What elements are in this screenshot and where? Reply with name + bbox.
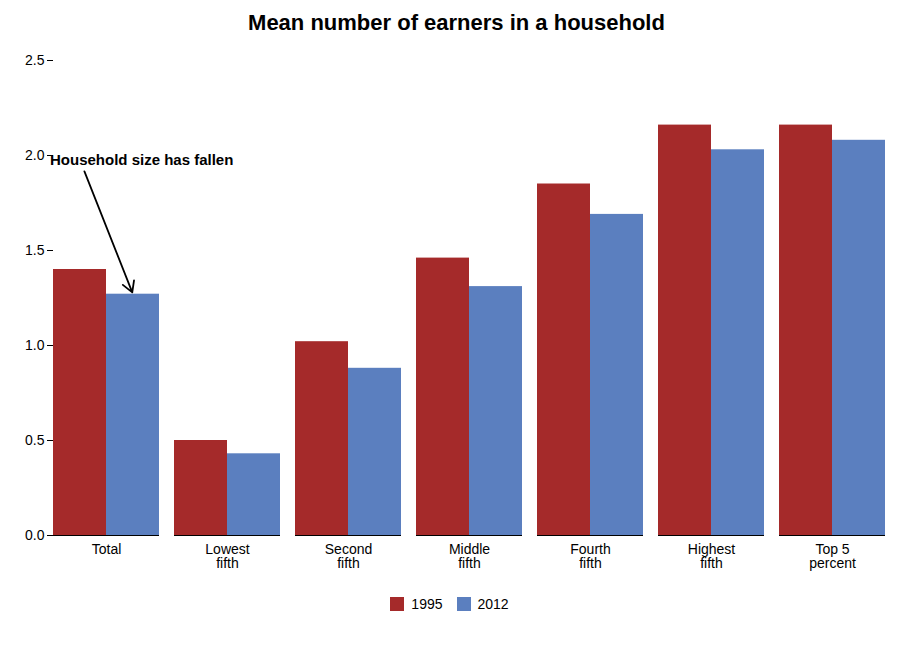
svg-text:Fourthfifth: Fourthfifth	[570, 541, 610, 571]
svg-text:0.5: 0.5	[25, 432, 45, 448]
svg-text:0.0: 0.0	[25, 527, 45, 543]
svg-text:Lowestfifth: Lowestfifth	[205, 541, 249, 571]
svg-text:Household size has fallen: Household size has fallen	[50, 151, 233, 168]
html-text:Mean number of earners in a ho: Mean number of earners in a household	[248, 10, 665, 35]
html-text:2012: 2012	[477, 595, 509, 612]
svg-text:2.0: 2.0	[25, 147, 45, 163]
svg-text:1.5: 1.5	[25, 242, 45, 258]
svg-text:Secondfifth: Secondfifth	[325, 541, 372, 571]
svg-text:1.0: 1.0	[25, 337, 45, 353]
svg-text:Middlefifth: Middlefifth	[449, 541, 490, 571]
svg-text:Total: Total	[92, 541, 122, 557]
svg-text:Highestfifth: Highestfifth	[688, 541, 736, 571]
html-text:1995: 1995	[411, 595, 443, 612]
svg-text:Top 5percent: Top 5percent	[809, 541, 856, 571]
svg-text:2.5: 2.5	[25, 52, 45, 68]
